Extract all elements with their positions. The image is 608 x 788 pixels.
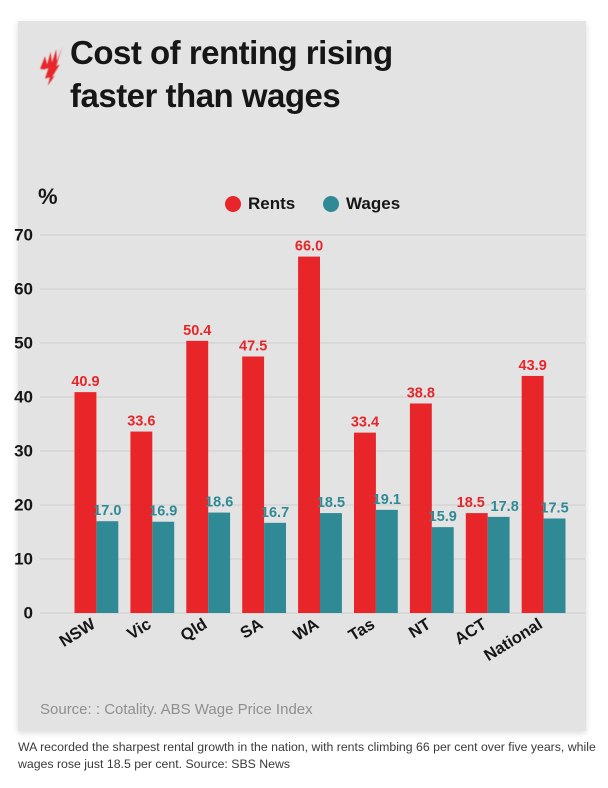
- svg-text:70: 70: [14, 226, 33, 245]
- svg-text:66.0: 66.0: [295, 239, 323, 255]
- svg-text:15.9: 15.9: [429, 509, 457, 525]
- svg-text:20: 20: [14, 496, 33, 515]
- svg-text:60: 60: [14, 280, 33, 299]
- svg-text:30: 30: [14, 442, 33, 461]
- svg-text:10: 10: [14, 550, 33, 569]
- svg-text:Tas: Tas: [345, 615, 378, 645]
- svg-text:SA: SA: [237, 615, 266, 642]
- svg-text:16.7: 16.7: [261, 505, 289, 521]
- svg-text:National: National: [481, 615, 546, 665]
- svg-text:Vic: Vic: [124, 615, 154, 643]
- svg-text:WA: WA: [290, 615, 322, 644]
- svg-text:33.4: 33.4: [351, 415, 379, 431]
- svg-text:43.9: 43.9: [519, 358, 547, 374]
- svg-text:40.9: 40.9: [71, 374, 99, 390]
- svg-text:38.8: 38.8: [407, 385, 435, 401]
- svg-text:ACT: ACT: [452, 615, 490, 648]
- svg-text:40: 40: [14, 388, 33, 407]
- svg-text:17.0: 17.0: [93, 503, 121, 519]
- svg-text:33.6: 33.6: [127, 414, 155, 430]
- svg-text:17.5: 17.5: [540, 501, 568, 517]
- svg-text:18.6: 18.6: [205, 495, 233, 511]
- svg-text:16.9: 16.9: [149, 504, 177, 520]
- svg-text:50: 50: [14, 334, 33, 353]
- svg-text:17.8: 17.8: [491, 499, 519, 515]
- svg-text:Qld: Qld: [177, 615, 210, 645]
- svg-text:NSW: NSW: [56, 615, 99, 651]
- svg-text:NT: NT: [406, 615, 434, 642]
- svg-text:18.5: 18.5: [457, 495, 485, 511]
- svg-text:18.5: 18.5: [317, 495, 345, 511]
- svg-text:0: 0: [24, 604, 33, 623]
- svg-text:50.4: 50.4: [183, 323, 211, 339]
- svg-text:19.1: 19.1: [373, 492, 401, 508]
- svg-text:47.5: 47.5: [239, 339, 267, 355]
